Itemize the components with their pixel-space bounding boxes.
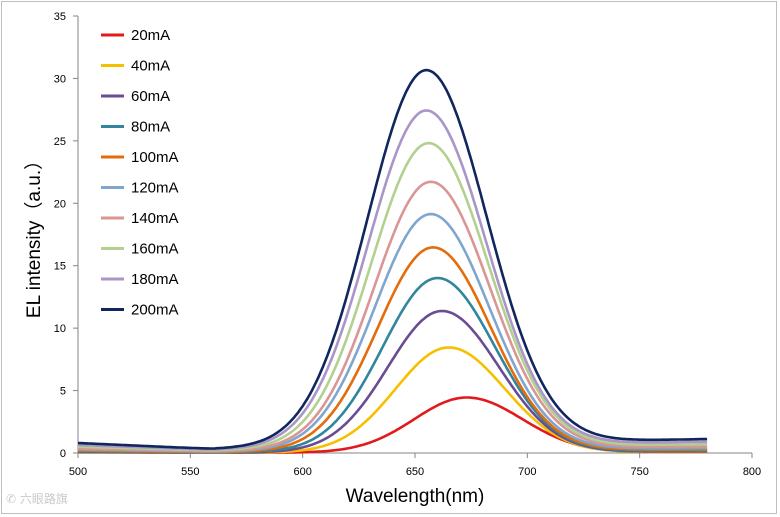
- y-tick-label: 25: [54, 136, 66, 148]
- watermark-text: 六眼路旗: [19, 492, 68, 506]
- x-tick-label: 550: [181, 466, 199, 478]
- legend-label-140mA: 140mA: [131, 210, 179, 227]
- y-axis-title: EL intensity（a.u.）: [23, 151, 45, 318]
- x-axis-title: Wavelength(nm): [346, 486, 485, 507]
- x-tick-label: 650: [406, 466, 424, 478]
- series-line-200mA: [77, 68, 708, 450]
- legend-label-160mA: 160mA: [131, 241, 179, 258]
- x-tick-label: 600: [293, 466, 311, 478]
- legend-label-100mA: 100mA: [131, 149, 179, 166]
- series-group: [77, 68, 708, 454]
- legend-label-20mA: 20mA: [131, 27, 170, 44]
- legend-label-80mA: 80mA: [131, 119, 170, 136]
- y-tick-label: 10: [54, 323, 66, 335]
- legend-label-200mA: 200mA: [131, 302, 179, 319]
- x-tick-label: 750: [630, 466, 648, 478]
- axes: 0 5 10 15 20 25 30 35 500 550 600 650 700 750 800 Wavel…: [23, 11, 761, 507]
- watermark-icon: ✆: [6, 492, 20, 506]
- y-tick-label: 20: [54, 198, 66, 210]
- legend-label-120mA: 120mA: [131, 180, 179, 197]
- legend-label-60mA: 60mA: [131, 88, 170, 105]
- y-tick-label: 35: [54, 11, 66, 23]
- x-tick-label: 800: [743, 466, 761, 478]
- watermark: ✆ 六眼路旗: [6, 490, 68, 507]
- x-tick-label: 700: [518, 466, 536, 478]
- y-tick-label: 0: [60, 448, 66, 460]
- legend-label-180mA: 180mA: [131, 271, 179, 288]
- x-tick-label: 500: [69, 466, 87, 478]
- y-tick-label: 5: [60, 386, 66, 398]
- y-tick-label: 15: [54, 261, 66, 273]
- legend: 20mA 40mA 60mA 80mA 100mA 120mA 140mA 160mA 180m…: [101, 27, 179, 319]
- y-tick-label: 30: [54, 73, 66, 85]
- legend-label-40mA: 40mA: [131, 58, 170, 75]
